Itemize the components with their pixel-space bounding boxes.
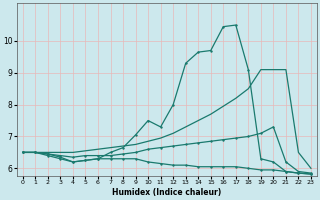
X-axis label: Humidex (Indice chaleur): Humidex (Indice chaleur) bbox=[112, 188, 221, 197]
